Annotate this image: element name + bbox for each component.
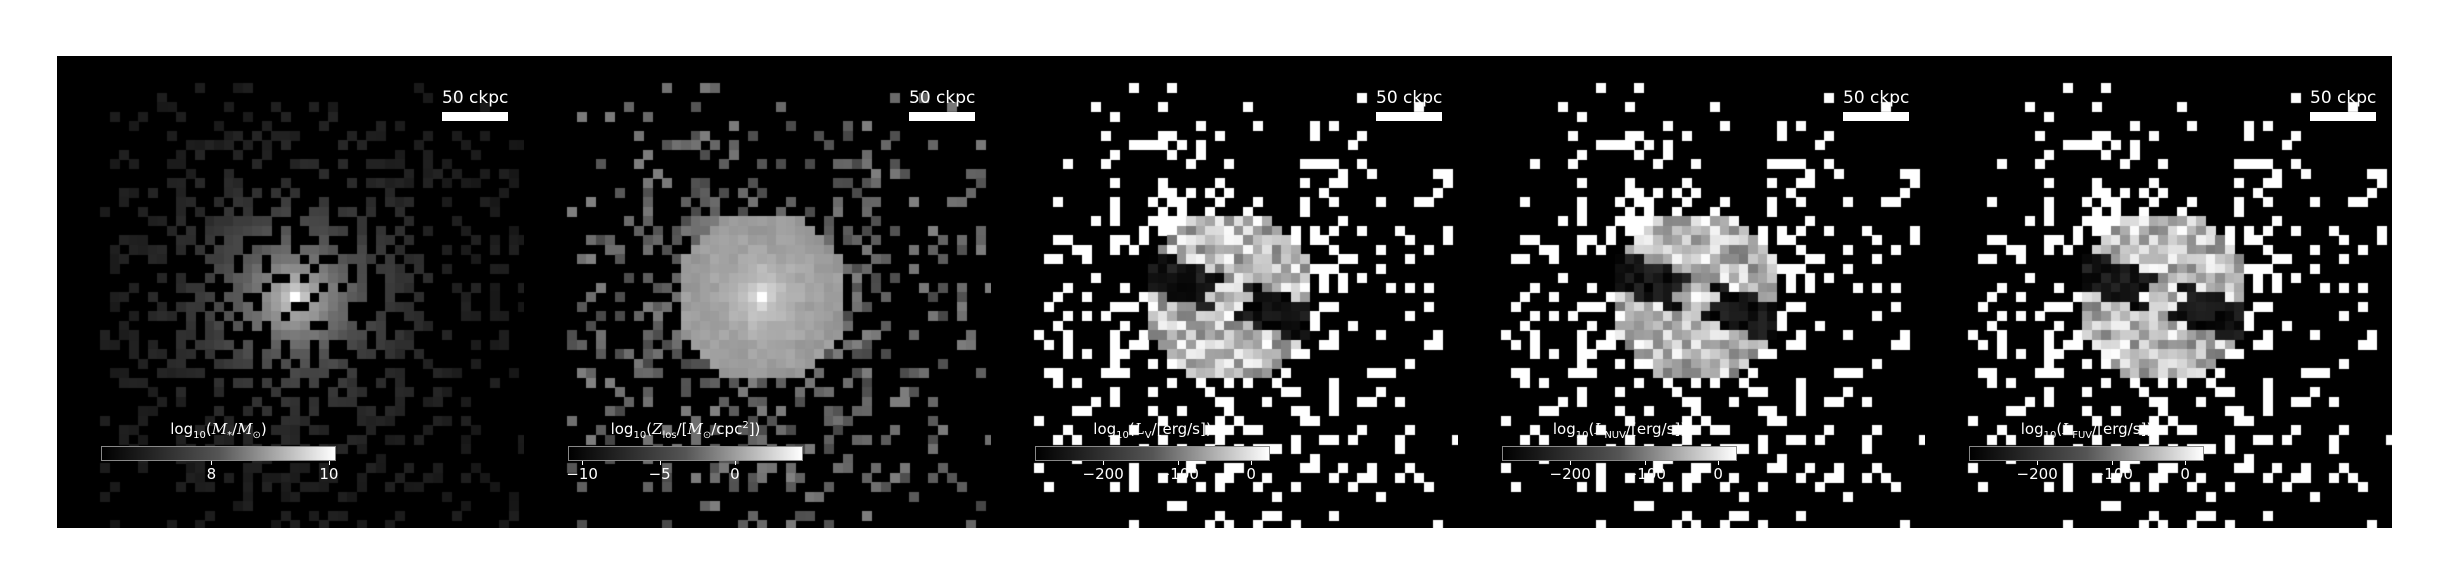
scale-bar: 50 ckpc xyxy=(1843,88,1909,121)
colorbar: log10(LNUV/[erg/s]) −200 −100 0 xyxy=(1502,446,1737,483)
galaxy-map-strip: 50 ckpc log10(M*/M⊙) 8 10 50 ckpc log10(Zlos… xyxy=(57,56,2393,528)
scale-bar-line xyxy=(2310,112,2376,121)
scale-bar-label: 50 ckpc xyxy=(442,88,508,108)
colorbar-tick-label: −5 xyxy=(649,465,671,483)
scale-bar-label: 50 ckpc xyxy=(1843,88,1909,108)
colorbar-label: log10(LFUV/[erg/s]) xyxy=(1969,420,2204,441)
scale-bar-line xyxy=(909,112,975,121)
colorbar-tick-label: −100 xyxy=(1625,465,1666,483)
scale-bar-line xyxy=(442,112,508,121)
scale-bar: 50 ckpc xyxy=(2310,88,2376,121)
panel-stellar-mass: 50 ckpc log10(M*/M⊙) 8 10 xyxy=(57,56,524,528)
colorbar: log10(M*/M⊙) 8 10 xyxy=(101,446,336,483)
colorbar: log10(LFUV/[erg/s]) −200 −100 0 xyxy=(1969,446,2204,483)
scale-bar-label: 50 ckpc xyxy=(909,88,975,108)
colorbar-tick-label: 8 xyxy=(207,465,217,483)
colorbar-tick-label: 0 xyxy=(730,465,740,483)
colorbar-label: log10(Zlos/[M⊙/cpc2]) xyxy=(568,420,803,441)
colorbar-tick-label: −200 xyxy=(1083,465,1124,483)
colorbar-gradient xyxy=(1035,446,1270,461)
colorbar-tick-label: −100 xyxy=(2092,465,2133,483)
colorbar-gradient xyxy=(568,446,803,461)
colorbar-tick-label: 0 xyxy=(1246,465,1256,483)
colorbar-label: log10(M*/M⊙) xyxy=(101,420,336,441)
scale-bar: 50 ckpc xyxy=(1376,88,1442,121)
panel-nuv: 50 ckpc log10(LNUV/[erg/s]) −200 −100 0 xyxy=(1458,56,1925,528)
colorbar-gradient xyxy=(1502,446,1737,461)
colorbar: log10(Zlos/[M⊙/cpc2]) −10 −5 0 xyxy=(568,446,803,483)
colorbar-tick-label: −200 xyxy=(2017,465,2058,483)
colorbar-tick-label: 0 xyxy=(2180,465,2190,483)
panel-v-band: 50 ckpc log10(LV/[erg/s]) −200 −100 0 xyxy=(991,56,1458,528)
scale-bar-line xyxy=(1843,112,1909,121)
colorbar-tick-label: −10 xyxy=(566,465,598,483)
scale-bar: 50 ckpc xyxy=(442,88,508,121)
panel-fuv: 50 ckpc log10(LFUV/[erg/s]) −200 −100 0 xyxy=(1925,56,2392,528)
panel-metallicity: 50 ckpc log10(Zlos/[M⊙/cpc2]) −10 −5 0 xyxy=(524,56,991,528)
colorbar-label: log10(LV/[erg/s]) xyxy=(1035,420,1270,441)
colorbar-tick-label: 0 xyxy=(1713,465,1723,483)
colorbar-gradient xyxy=(101,446,336,461)
colorbar-tick-label: −100 xyxy=(1158,465,1199,483)
scale-bar-label: 50 ckpc xyxy=(1376,88,1442,108)
colorbar: log10(LV/[erg/s]) −200 −100 0 xyxy=(1035,446,1270,483)
colorbar-label: log10(LNUV/[erg/s]) xyxy=(1502,420,1737,441)
colorbar-tick-label: −200 xyxy=(1550,465,1591,483)
colorbar-tick-label: 10 xyxy=(319,465,338,483)
colorbar-gradient xyxy=(1969,446,2204,461)
scale-bar-label: 50 ckpc xyxy=(2310,88,2376,108)
scale-bar-line xyxy=(1376,112,1442,121)
scale-bar: 50 ckpc xyxy=(909,88,975,121)
